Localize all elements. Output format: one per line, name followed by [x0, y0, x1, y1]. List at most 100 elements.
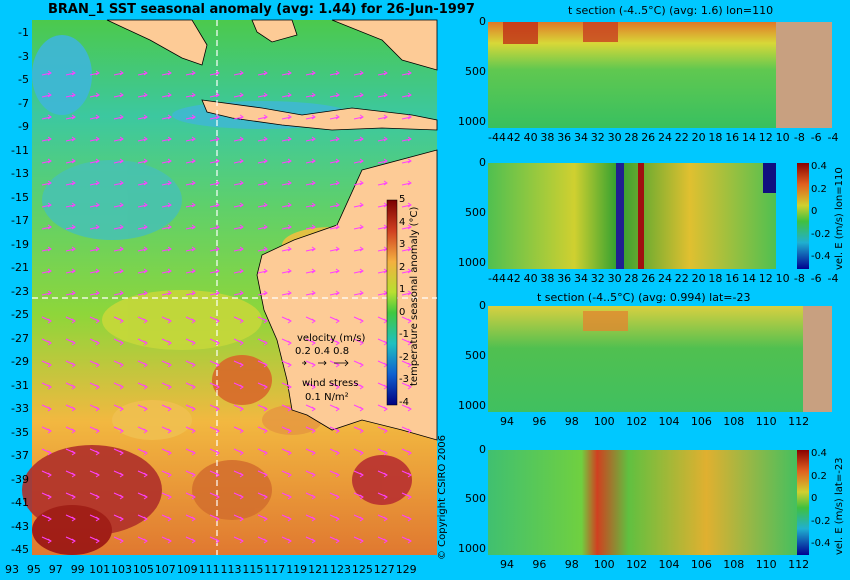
wind-vector: [161, 92, 172, 98]
wind-vector: [137, 492, 148, 500]
lon-tick-label: 113: [220, 563, 242, 576]
lat-tick-label: -33: [11, 402, 29, 415]
wind-vector: [305, 246, 316, 252]
lat-tick-label: -9: [18, 120, 29, 133]
copyright: © Copyright CSIRO 2006: [437, 435, 448, 560]
wind-vector: [233, 136, 244, 142]
wind-vector: [401, 290, 412, 296]
wind-vector: [353, 136, 364, 142]
wind-vector: [401, 70, 412, 76]
panel2-heatmap: [488, 163, 776, 269]
wind-vector: [329, 92, 340, 98]
wind-vector: [209, 114, 220, 120]
wind-vector: [209, 492, 220, 500]
wind-vector: [185, 180, 196, 186]
panel-x-tick-label: 28: [624, 272, 639, 285]
panel-x-tick-label: 34: [574, 272, 588, 285]
wind-vector: [281, 316, 292, 324]
panel-x-tick-label: 28: [624, 131, 639, 144]
wind-vector: [281, 246, 292, 252]
panel-y-tick-label: 500: [465, 492, 486, 506]
wind-vector: [65, 404, 76, 412]
wind-vector: [329, 246, 340, 252]
wind-vector: [329, 202, 340, 208]
wind-vector: [401, 382, 412, 390]
lon-tick-label: 103: [111, 563, 132, 576]
panel-y-tick-label: 1000: [458, 114, 486, 128]
wind-vector: [233, 290, 244, 296]
wind-vector: [305, 382, 316, 390]
wind-vector: [185, 246, 196, 252]
wind-vector: [257, 536, 268, 544]
wind-vector: [257, 158, 268, 164]
wind-vector: [41, 382, 52, 390]
lat-tick-label: -43: [11, 519, 29, 533]
wind-vector: [113, 426, 124, 434]
wind-vector: [161, 492, 172, 500]
wind-vector: [305, 202, 316, 208]
wind-vector: [65, 338, 76, 346]
wind-vector: [89, 136, 100, 142]
wind-vector: [233, 158, 244, 164]
wind-vector: [377, 70, 388, 76]
wind-vector: [185, 136, 196, 142]
wind-vector: [209, 470, 220, 478]
wind-vector: [113, 136, 124, 142]
panel-colorbar-tick-label: -0.4: [811, 538, 831, 549]
wind-vector: [185, 268, 196, 274]
wind-vector: [89, 360, 100, 368]
panel-x-tick-label: 14: [742, 272, 756, 285]
wind-vector: [257, 114, 268, 120]
wind-vector: [329, 136, 340, 142]
wind-vector: [233, 514, 244, 522]
wind-vector: [353, 360, 364, 368]
panel-x-tick-label: -6: [810, 131, 822, 144]
wind-vector: [401, 114, 412, 120]
lat-tick-label: -1: [18, 26, 29, 39]
wind-vector: [377, 426, 388, 434]
wind-vector: [137, 224, 148, 230]
panel-y-tick-label: 0: [479, 443, 486, 456]
lat-tick-label: -11: [11, 143, 29, 157]
wind-vector: [233, 202, 244, 208]
wind-vector: [161, 338, 172, 346]
wind-vector: [233, 448, 244, 456]
wind-vector: [137, 338, 148, 346]
wind-vector: [161, 290, 172, 296]
wind-vector: [329, 290, 340, 296]
wind-vector: [329, 382, 340, 390]
wind-vector: [353, 514, 364, 522]
wind-vector: [305, 448, 316, 456]
wind-vector: [257, 136, 268, 142]
wind-vector: [185, 426, 196, 434]
panel-x-tick-label: 22: [674, 272, 689, 285]
wind-vector: [113, 316, 124, 324]
lon-tick-label: 125: [351, 563, 373, 576]
panel-x-tick-label: 32: [590, 272, 605, 285]
map-colorbar: [386, 199, 398, 406]
wind-vector: [257, 448, 268, 456]
wind-vector: [161, 246, 172, 252]
wind-vector: [281, 448, 292, 456]
wind-vector: [353, 382, 364, 390]
wind-vector: [209, 382, 220, 390]
wind-vector: [65, 316, 76, 324]
wind-vector: [353, 290, 364, 296]
lon-tick-label: 127: [373, 563, 395, 576]
wind-vector: [233, 224, 244, 230]
lon-tick-label: 107: [154, 563, 176, 576]
wind-vector: [257, 268, 268, 274]
panel-x-tick-label: -44: [488, 272, 506, 285]
wind-vector: [305, 136, 316, 142]
lon-tick-label: 123: [330, 563, 351, 576]
wind-vector: [65, 536, 76, 544]
wind-vector: [305, 316, 316, 324]
wind-vector: [257, 514, 268, 522]
wind-vector: [233, 426, 244, 434]
panel-y-tick-label: 0: [479, 299, 486, 312]
wind-vector: [401, 514, 412, 522]
wind-vector: [281, 158, 292, 164]
wind-vector: [137, 180, 148, 186]
wind-vector: [305, 404, 316, 412]
panel-x-tick-label: 110: [755, 558, 777, 571]
